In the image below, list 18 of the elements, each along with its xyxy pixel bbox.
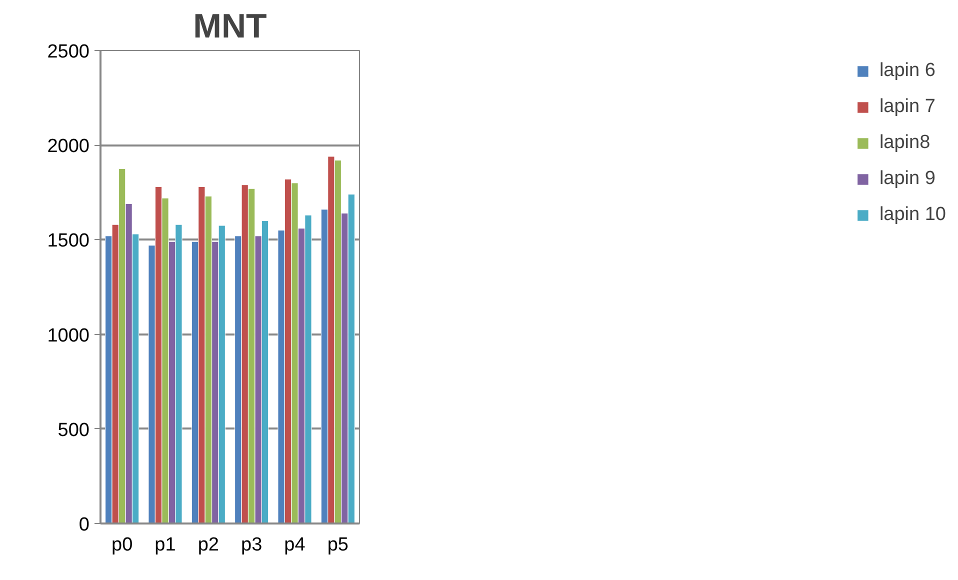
legend-label: lapin 9 [879, 168, 936, 190]
y-tick-label: 1500 [47, 230, 90, 252]
x-tick-label: p3 [241, 534, 262, 556]
chart-title: MNT [193, 8, 268, 46]
y-tick-label: 2000 [47, 136, 90, 158]
legend-label: lapin 7 [879, 96, 936, 118]
legend-label: lapin 10 [879, 204, 946, 226]
x-tick-label: p5 [327, 534, 348, 556]
x-tick-label: p1 [154, 534, 176, 556]
legend-label: lapin 6 [879, 60, 936, 82]
y-tick-label: 0 [78, 514, 90, 536]
x-tick-label: p2 [198, 534, 219, 556]
x-tick-label: p0 [112, 534, 133, 556]
y-tick-label: 1000 [47, 325, 90, 346]
y-tick-label: 2500 [47, 42, 90, 62]
legend-label: lapin8 [879, 132, 930, 154]
y-tick-label: 500 [58, 420, 90, 441]
x-tick-label: p4 [284, 534, 306, 556]
